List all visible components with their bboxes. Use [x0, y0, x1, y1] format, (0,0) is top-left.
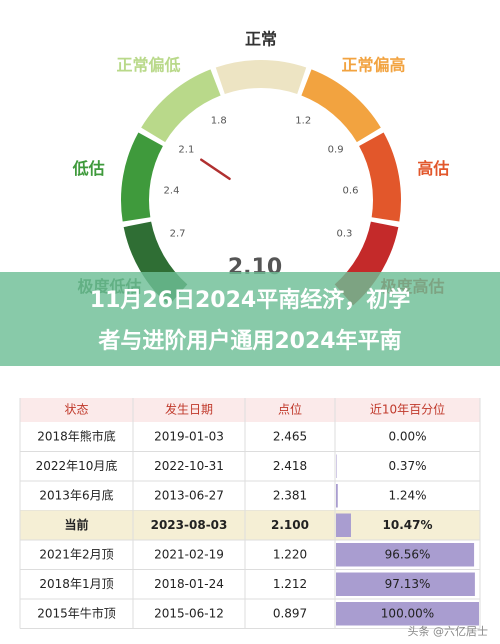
gauge-segment [215, 60, 307, 95]
cell: 10.47% [383, 518, 433, 532]
percentile-bar [336, 602, 479, 626]
gauge-segment [301, 69, 381, 143]
banner-text: 者与进阶用户通用2024年平南 [97, 328, 401, 354]
column-header: 状态 [64, 403, 88, 417]
cell: 96.56% [385, 547, 431, 561]
cell: 0.37% [388, 459, 426, 473]
segment-label: 正常偏低 [117, 55, 181, 74]
gauge-tick: 2.4 [164, 186, 180, 197]
cell: 2018年1月顶 [39, 577, 113, 591]
needle [200, 158, 231, 181]
column-header: 近10年百分位 [370, 402, 445, 417]
gauge-tick: 0.6 [343, 186, 359, 197]
cell: 2022-10-31 [154, 459, 224, 473]
column-header: 点位 [278, 402, 302, 417]
banner-text: 11月26日2024平南经济，初学 [90, 287, 410, 313]
cell: 1.212 [273, 577, 307, 591]
segment-label: 正常 [245, 30, 277, 49]
segment-label: 高估 [417, 159, 449, 178]
cell: 2019-01-03 [154, 429, 224, 443]
segment-label: 正常偏高 [341, 55, 405, 74]
cell: 2013年6月底 [39, 487, 113, 502]
cell: 2013-06-27 [154, 488, 224, 502]
cell: 当前 [64, 517, 88, 532]
gauge-tick: 1.2 [295, 116, 311, 127]
gauge-tick: 2.7 [170, 229, 186, 240]
gauge-segment [120, 132, 163, 222]
cell: 1.24% [388, 488, 426, 502]
cell: 97.13% [385, 577, 431, 591]
cell: 2018-01-24 [154, 577, 224, 591]
cell: 2021-02-19 [154, 547, 224, 561]
cell: 2.418 [273, 459, 307, 473]
banner [0, 272, 500, 366]
cell: 2021年2月顶 [39, 547, 113, 561]
gauge-segment [141, 69, 221, 143]
percentile-bar [336, 572, 475, 596]
cell: 1.220 [273, 547, 307, 561]
cell: 2015-06-12 [154, 606, 224, 620]
gauge-segment [359, 132, 402, 222]
gauge-tick: 0.3 [336, 229, 352, 240]
watermark: 头条 @六亿居士 [408, 624, 489, 638]
cell: 0.897 [273, 606, 307, 620]
percentile-bar [336, 543, 475, 567]
percentile-bar [336, 454, 337, 478]
cell: 2018年熊市底 [37, 428, 116, 443]
gauge-tick: 1.8 [211, 116, 227, 127]
cell: 100.00% [381, 606, 434, 620]
percentile-bar [336, 484, 338, 508]
cell: 2022年10月底 [36, 458, 118, 473]
cell: 2.100 [271, 518, 309, 532]
cell: 2.465 [273, 429, 307, 443]
segment-label: 低估 [72, 159, 105, 178]
cell: 2023-08-03 [151, 518, 228, 532]
table-header-bg [20, 398, 480, 422]
cell: 2.381 [273, 488, 307, 502]
current-row-bg [20, 510, 480, 540]
cell: 0.00% [388, 429, 426, 443]
gauge-tick: 2.1 [178, 145, 194, 156]
column-header: 发生日期 [165, 402, 213, 417]
cell: 2015年牛市顶 [37, 605, 116, 620]
percentile-bar [336, 513, 351, 537]
gauge-tick: 0.9 [328, 145, 344, 156]
